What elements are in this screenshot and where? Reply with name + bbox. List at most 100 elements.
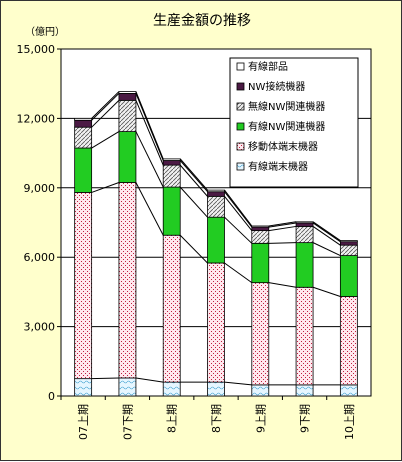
legend-label: 有線NW関連機器: [248, 120, 325, 133]
connector-line: [224, 216, 253, 244]
bar-segment: [74, 119, 93, 128]
bar-segment: [74, 192, 93, 380]
bar-segment: [162, 160, 181, 166]
bar-segment: [207, 381, 225, 397]
chart-title: 生産金額の推移: [153, 13, 251, 29]
bar-segment: [162, 186, 181, 236]
connector-line: [268, 225, 297, 232]
bar-segment: [295, 242, 314, 288]
legend-label: 有線部品: [248, 60, 288, 73]
bar-segment: [118, 91, 137, 94]
bar-segment: [251, 384, 270, 397]
bar-segment: [162, 158, 181, 161]
connector-line: [312, 222, 341, 243]
y-axis-unit-label: （億円）: [25, 25, 65, 38]
y-tick-label: 15,000: [17, 43, 56, 56]
connector-line: [91, 99, 120, 128]
bar-segment: [251, 242, 270, 284]
legend-swatch: [236, 122, 245, 131]
connector-line: [268, 282, 297, 288]
x-axis-ticks: 07上期 07下期 8上期 8下期 9上期 9下期 10上期: [60, 396, 356, 440]
connector-line: [91, 91, 120, 119]
bar-segments: [74, 91, 358, 397]
bar-segment: [207, 216, 225, 264]
y-tick-label: 0: [48, 390, 55, 403]
bar-segment: [251, 230, 270, 244]
connector-line: [135, 377, 164, 383]
legend-box: [229, 57, 359, 188]
connector-line: [179, 234, 208, 264]
connector-line: [91, 182, 120, 193]
bar-segment: [74, 147, 93, 193]
bar-segment: [162, 234, 181, 383]
bar-segment: [118, 377, 137, 397]
bar-segment: [339, 296, 358, 386]
bar-segment: [295, 222, 314, 227]
connector-line: [179, 160, 208, 193]
connector-line: [179, 186, 208, 218]
bar-segment: [295, 226, 314, 244]
connector-line: [91, 377, 119, 380]
bar-segment: [118, 93, 137, 101]
x-tick-label: 07下期: [121, 404, 134, 440]
x-tick-label: 9上期: [254, 404, 267, 433]
x-tick-label: 07上期: [77, 404, 90, 440]
connector-line: [268, 222, 297, 228]
series-connector-lines: [91, 91, 341, 386]
bar-segment: [339, 255, 358, 297]
legend-swatch: [236, 162, 245, 171]
y-tick-label: 9,000: [24, 182, 56, 195]
bar-segment: [118, 99, 137, 132]
bar-segment: [118, 182, 137, 379]
bar-segment: [207, 195, 225, 218]
bar-segment: [251, 282, 270, 386]
bar-segment: [339, 384, 358, 397]
legend-swatch: [236, 62, 245, 71]
legend-swatch: [236, 82, 245, 91]
legend-label: 有線端末機器: [248, 160, 308, 173]
connector-line: [224, 189, 253, 227]
bar-segment: [339, 240, 358, 243]
connector-line: [312, 286, 341, 298]
bar-segment: [339, 241, 358, 246]
bar-segment: [207, 191, 225, 197]
connector-line: [224, 191, 253, 228]
bar-segment: [295, 286, 314, 386]
bar-segment: [295, 221, 314, 224]
bar-segment: [207, 189, 225, 193]
connector-line: [91, 131, 120, 149]
connector-line: [268, 242, 297, 244]
connector-line: [312, 226, 341, 246]
bar-segment: [251, 226, 270, 231]
x-tick-label: 8下期: [210, 404, 223, 433]
legend-label: NW接続機器: [248, 80, 305, 93]
connector-line: [135, 182, 164, 236]
bar-segment: [74, 126, 93, 149]
bar-segment: [207, 262, 225, 383]
connector-line: [135, 93, 164, 161]
connector-line: [179, 164, 208, 197]
connector-line: [135, 91, 164, 160]
legend-label: 無線NW関連機器: [248, 100, 325, 113]
bar-segment: [118, 131, 137, 183]
y-tick-label: 3,000: [24, 321, 56, 334]
connector-line: [224, 381, 252, 386]
bar-segment: [339, 244, 358, 256]
bar-segment: [74, 378, 93, 397]
connector-line: [224, 262, 253, 284]
connector-line: [91, 93, 120, 121]
bar-segment: [162, 381, 181, 397]
legend-swatch: [236, 142, 245, 151]
connector-line: [312, 242, 341, 257]
connector-line: [135, 100, 164, 166]
x-tick-label: 8上期: [166, 404, 179, 433]
y-tick-label: 6,000: [24, 251, 56, 264]
connector-line: [312, 221, 341, 241]
connector-line: [268, 221, 297, 227]
x-tick-label: 10上期: [343, 404, 356, 440]
bar-segment: [74, 118, 93, 121]
y-tick-label: 12,000: [17, 112, 56, 125]
bar-segment: [295, 384, 314, 397]
